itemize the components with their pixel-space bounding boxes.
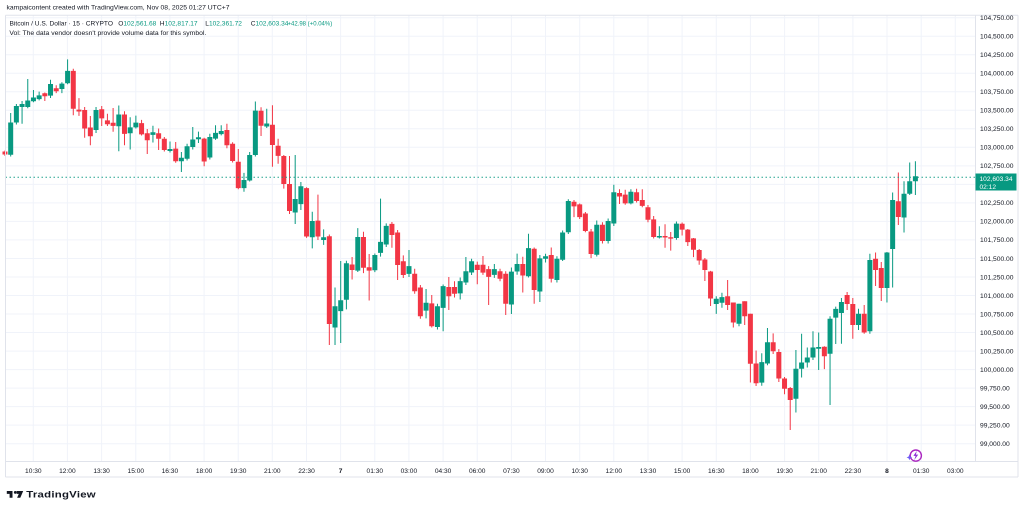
svg-text:22:30: 22:30 [298, 468, 315, 475]
svg-text:100,500.00: 100,500.00 [980, 330, 1014, 337]
svg-text:99,250.00: 99,250.00 [980, 422, 1010, 429]
svg-text:10:30: 10:30 [571, 468, 588, 475]
svg-text:101,500.00: 101,500.00 [980, 256, 1014, 263]
svg-text:Bitcoin / U.S. Dollar · 15 · C: Bitcoin / U.S. Dollar · 15 · CRYPTO O102,… [10, 21, 333, 28]
svg-text:104,000.00: 104,000.00 [980, 71, 1014, 78]
svg-text:21:00: 21:00 [264, 468, 281, 475]
svg-text:03:00: 03:00 [401, 468, 418, 475]
svg-text:104,250.00: 104,250.00 [980, 52, 1014, 59]
svg-text:104,500.00: 104,500.00 [980, 34, 1014, 41]
svg-text:103,000.00: 103,000.00 [980, 145, 1014, 152]
svg-text:09:00: 09:00 [537, 468, 554, 475]
svg-text:03:00: 03:00 [947, 468, 964, 475]
svg-text:101,000.00: 101,000.00 [980, 293, 1014, 300]
svg-text:100,250.00: 100,250.00 [980, 348, 1014, 355]
svg-text:18:00: 18:00 [742, 468, 759, 475]
svg-text:104,750.00: 104,750.00 [980, 15, 1014, 22]
svg-text:16:30: 16:30 [162, 468, 179, 475]
svg-text:103,250.00: 103,250.00 [980, 126, 1014, 133]
svg-text:99,750.00: 99,750.00 [980, 385, 1010, 392]
svg-text:10:30: 10:30 [25, 468, 42, 475]
svg-text:15:00: 15:00 [674, 468, 691, 475]
svg-text:19:30: 19:30 [776, 468, 793, 475]
svg-text:102,250.00: 102,250.00 [980, 200, 1014, 207]
svg-text:02:12: 02:12 [980, 184, 997, 191]
svg-text:101,250.00: 101,250.00 [980, 274, 1014, 281]
svg-text:22:30: 22:30 [845, 468, 862, 475]
svg-text:103,500.00: 103,500.00 [980, 108, 1014, 115]
svg-text:Vol: The data vendor doesn't p: Vol: The data vendor doesn't provide vol… [9, 30, 206, 37]
svg-text:18:00: 18:00 [196, 468, 213, 475]
svg-text:19:30: 19:30 [230, 468, 247, 475]
svg-text:21:00: 21:00 [810, 468, 827, 475]
svg-text:102,603.34: 102,603.34 [980, 176, 1013, 183]
svg-text:12:00: 12:00 [59, 468, 76, 475]
svg-text:99,000.00: 99,000.00 [980, 441, 1010, 448]
svg-text:101,750.00: 101,750.00 [980, 237, 1014, 244]
svg-text:100,750.00: 100,750.00 [980, 311, 1014, 318]
svg-text:8: 8 [885, 468, 889, 475]
svg-text:7: 7 [339, 468, 343, 475]
svg-text:13:30: 13:30 [93, 468, 110, 475]
svg-text:102,000.00: 102,000.00 [980, 219, 1014, 226]
svg-text:04:30: 04:30 [435, 468, 452, 475]
svg-text:06:00: 06:00 [469, 468, 486, 475]
svg-text:07:30: 07:30 [503, 468, 520, 475]
svg-text:12:00: 12:00 [606, 468, 623, 475]
svg-text:01:30: 01:30 [913, 468, 930, 475]
svg-text:01:30: 01:30 [367, 468, 384, 475]
svg-text:102,750.00: 102,750.00 [980, 163, 1014, 170]
svg-text:15:00: 15:00 [128, 468, 145, 475]
svg-text:103,750.00: 103,750.00 [980, 89, 1014, 96]
svg-text:13:30: 13:30 [640, 468, 657, 475]
svg-text:99,500.00: 99,500.00 [980, 404, 1010, 411]
svg-text:TradingView: TradingView [26, 490, 96, 500]
svg-text:16:30: 16:30 [708, 468, 725, 475]
svg-text:100,000.00: 100,000.00 [980, 367, 1014, 374]
svg-text:kampaicontent created with Tra: kampaicontent created with TradingView.c… [7, 5, 230, 12]
